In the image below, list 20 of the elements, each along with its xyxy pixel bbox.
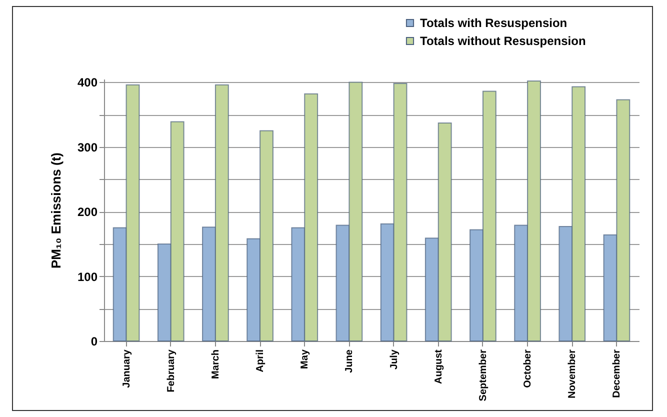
x-tick-label: September [478, 349, 489, 402]
y-axis-title: PM₁₀ Emissions (t) [48, 152, 64, 268]
x-tick-label: October [522, 349, 534, 388]
x-tick-label: November [567, 349, 578, 398]
y-tick-label: 100 [77, 270, 98, 284]
legend-label: Totals without Resuspension [420, 34, 586, 48]
x-tick-label: May [300, 349, 311, 369]
x-tick-label: March [210, 350, 222, 379]
x-tick-label: July [388, 349, 400, 370]
y-tick-label: 200 [77, 205, 98, 220]
x-tick-label: February [166, 349, 177, 392]
x-tick-label: December [612, 349, 623, 398]
y-tick-label: 300 [77, 140, 98, 154]
y-tick-label: 0 [90, 334, 98, 348]
x-tick-label: January [121, 349, 132, 388]
x-tick-label: June [344, 349, 356, 373]
legend-label: Totals with Resuspension [420, 16, 568, 30]
x-tick-label: April [255, 349, 266, 372]
x-tick-label: August [433, 348, 444, 384]
y-tick-label: 400 [77, 76, 98, 90]
